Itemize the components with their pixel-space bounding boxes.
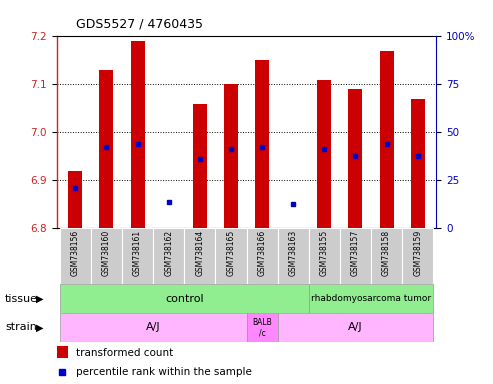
Bar [255, 61, 269, 228]
Text: GSM738158: GSM738158 [382, 230, 391, 276]
Bar [60, 284, 309, 313]
Bar [91, 228, 122, 284]
Text: control: control [165, 293, 204, 304]
Text: GSM738166: GSM738166 [257, 230, 267, 276]
Bar [340, 228, 371, 284]
Text: strain: strain [5, 322, 37, 333]
Bar [57, 346, 68, 358]
Text: ▶: ▶ [35, 322, 43, 333]
Bar [224, 84, 238, 228]
Bar [278, 228, 309, 284]
Text: percentile rank within the sample: percentile rank within the sample [76, 367, 251, 377]
Text: GDS5527 / 4760435: GDS5527 / 4760435 [76, 17, 204, 30]
Text: BALB
/c: BALB /c [252, 318, 272, 337]
Bar [309, 284, 433, 313]
Bar [69, 171, 82, 228]
Text: rhabdomyosarcoma tumor: rhabdomyosarcoma tumor [311, 294, 431, 303]
Text: GSM738156: GSM738156 [71, 230, 80, 276]
Text: GSM738159: GSM738159 [413, 230, 422, 276]
Bar [349, 89, 362, 228]
Bar [309, 228, 340, 284]
Bar [317, 80, 331, 228]
Bar [60, 228, 91, 284]
Bar [402, 228, 433, 284]
Bar [278, 313, 433, 342]
Text: GSM738161: GSM738161 [133, 230, 142, 276]
Text: transformed count: transformed count [76, 348, 173, 358]
Bar [380, 51, 393, 228]
Text: A/J: A/J [146, 322, 160, 333]
Bar [371, 228, 402, 284]
Bar [100, 70, 113, 228]
Bar [246, 313, 278, 342]
Bar [215, 228, 246, 284]
Bar [131, 41, 144, 228]
Text: A/J: A/J [348, 322, 363, 333]
Text: GSM738160: GSM738160 [102, 230, 111, 276]
Bar [193, 104, 207, 228]
Bar [60, 313, 246, 342]
Bar [184, 228, 215, 284]
Text: GSM738157: GSM738157 [351, 230, 360, 276]
Text: ▶: ▶ [35, 293, 43, 304]
Text: GSM738165: GSM738165 [226, 230, 236, 276]
Bar [411, 99, 424, 228]
Text: GSM738155: GSM738155 [320, 230, 329, 276]
Text: GSM738164: GSM738164 [195, 230, 204, 276]
Bar [122, 228, 153, 284]
Text: GSM738162: GSM738162 [164, 230, 173, 276]
Bar [153, 228, 184, 284]
Bar [246, 228, 278, 284]
Text: tissue: tissue [5, 293, 38, 304]
Text: GSM738163: GSM738163 [289, 230, 298, 276]
